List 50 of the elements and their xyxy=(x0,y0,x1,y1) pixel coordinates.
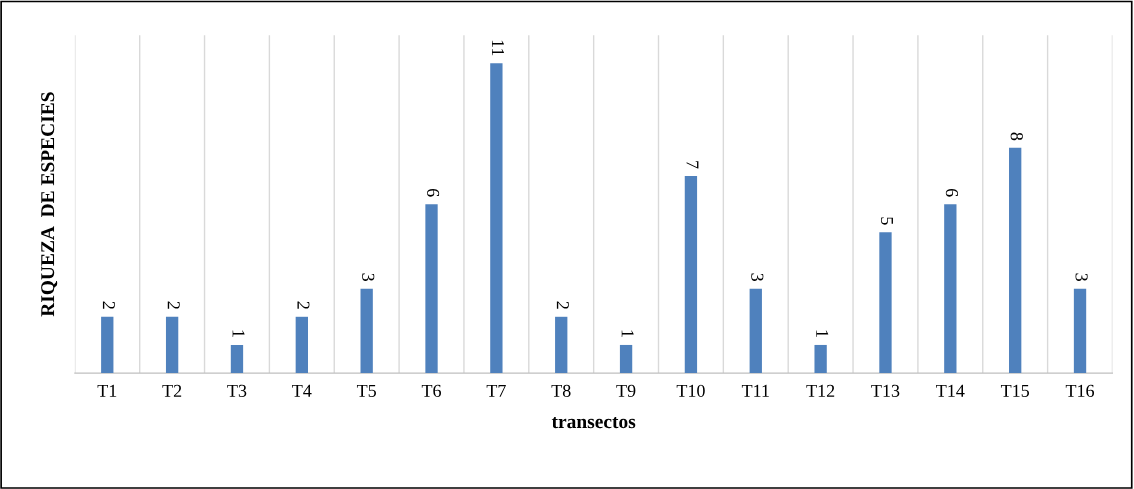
data-label: 1 xyxy=(816,330,829,337)
x-tick-label: T12 xyxy=(806,384,835,397)
bar xyxy=(879,232,892,374)
x-tick-label: T2 xyxy=(162,384,182,397)
data-label: 1 xyxy=(232,330,245,337)
x-tick-label: T15 xyxy=(1000,384,1030,397)
data-label: 5 xyxy=(880,217,893,225)
bar xyxy=(490,63,503,374)
x-tick-label: T6 xyxy=(421,384,442,397)
data-label: 1 xyxy=(621,330,634,337)
bar xyxy=(684,176,698,374)
data-label: 7 xyxy=(686,161,699,169)
bar xyxy=(295,316,308,374)
bar xyxy=(230,344,244,374)
x-tick-label: T11 xyxy=(741,384,769,397)
data-label: 2 xyxy=(297,301,310,309)
data-label: 6 xyxy=(427,188,440,197)
x-tick-label: T7 xyxy=(486,384,506,397)
data-label: 8 xyxy=(1010,132,1023,141)
x-tick-label: T5 xyxy=(356,384,376,397)
x-tick-label: T10 xyxy=(676,384,705,397)
bar xyxy=(165,316,179,374)
bar xyxy=(555,316,568,374)
bar xyxy=(814,344,827,374)
bar xyxy=(619,344,633,374)
x-axis-title: transectos xyxy=(551,417,636,429)
x-tick-label: T8 xyxy=(551,384,571,397)
x-tick-label: T13 xyxy=(871,384,900,397)
bar xyxy=(1073,288,1087,374)
x-tick-label: T9 xyxy=(616,384,636,397)
x-tick-label: T3 xyxy=(227,384,247,397)
x-tick-label: T14 xyxy=(936,384,965,397)
x-tick-label: T4 xyxy=(292,384,312,397)
bar xyxy=(425,204,438,374)
bar xyxy=(749,288,762,374)
bar xyxy=(1009,147,1022,374)
data-label: 2 xyxy=(102,301,115,309)
y-axis-title: RIQUEZA DE ESPECIES xyxy=(41,92,58,317)
data-label: 3 xyxy=(362,273,375,281)
data-label: 11 xyxy=(492,40,504,56)
bar xyxy=(360,288,373,374)
data-label: 3 xyxy=(751,273,764,281)
data-label: 3 xyxy=(1075,273,1088,281)
x-tick-label: T16 xyxy=(1065,384,1095,397)
x-tick-label: T1 xyxy=(97,384,117,397)
bar xyxy=(101,316,114,374)
data-label: 6 xyxy=(945,188,958,197)
bar xyxy=(944,204,957,374)
data-label: 2 xyxy=(556,301,569,309)
data-label: 2 xyxy=(167,301,180,309)
